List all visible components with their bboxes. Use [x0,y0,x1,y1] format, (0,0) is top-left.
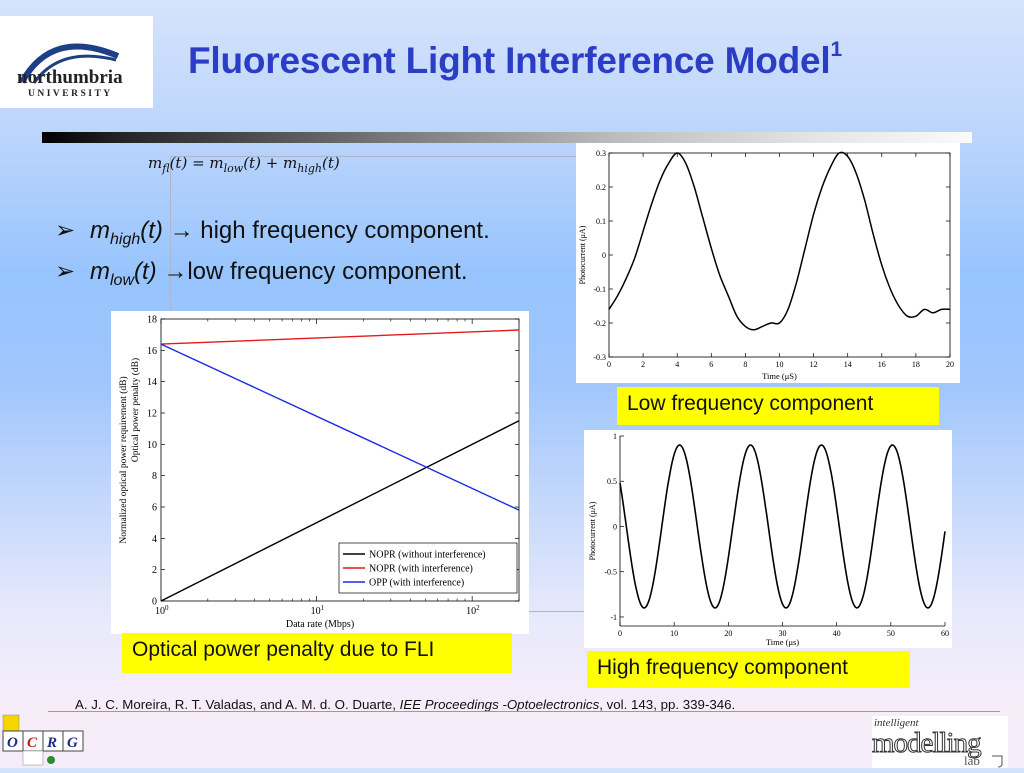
legend-label-2: OPP (with interference) [369,578,464,589]
penalty-chart: 0 2 4 6 8 10 12 14 16 18 100 101 102 Data rate (Mbps)… [118,315,520,630]
arrow-icon: → [169,217,194,244]
title-rule [42,132,972,143]
low-freq-chart: 0.30.20.10-0.1-0.2-0.30 2 4 6 8 10 12 14 16 18 20T… [578,149,954,381]
x-tick-label: 10 [776,360,784,369]
high-freq-signal-line [619,444,946,609]
x-tick-label: 6 [709,360,713,369]
x-tick-label: 40 [833,629,841,638]
bullet-low: ➢ mlow(t) →low frequency component. [55,258,468,289]
logo-sub: UNIVERSITY [28,89,113,99]
y-tick-label: 16 [147,346,157,357]
y-tick-label: 18 [147,315,157,326]
low-freq-caption: Low frequency component [617,387,939,425]
penalty-chart-panel: 0 2 4 6 8 10 12 14 16 18 100 101 102 Data rate (Mbps)… [111,311,529,634]
x-tick-label: 20 [724,629,732,638]
x-tick-label: 50 [887,629,895,638]
svg-text:modelling: modelling [872,727,981,759]
y-tick-label: 2 [152,565,157,576]
svg-text:G: G [67,735,78,751]
y-tick-label: -0.1 [593,285,606,294]
guide-line [170,156,171,311]
x-tick-label: 10 [670,629,678,638]
title-text: Fluorescent Light Interference Model [188,40,831,81]
y-tick-label: 8 [152,471,157,482]
y-tick-label: -0.2 [593,319,606,328]
y-tick-label: 0 [602,251,606,260]
legend-label-0: NOPR (without interference) [369,550,486,561]
x-axis-label: Data rate (Mbps) [286,619,354,630]
x-tick-label: 60 [941,629,949,638]
x-axis-label: Time (μs) [766,637,799,647]
guide-line [520,611,584,612]
y-tick-label: 0.2 [596,183,606,192]
y-tick-label: 4 [152,534,157,545]
y-tick-label: 1 [613,432,617,441]
x-tick-label: 18 [912,360,920,369]
intelligent-modelling-lab-logo: intelligent modelling lab [872,716,1008,768]
series-line-0 [160,420,520,602]
x-tick-label: 8 [743,360,747,369]
x-tick-label: 4 [675,360,679,369]
legend-box [338,542,518,594]
y-axis-label: Photocurrent (μA) [578,225,587,284]
y-tick-label: -1 [610,613,617,622]
x-tick-label: 102 [466,604,480,617]
x-tick-label: 30 [779,629,787,638]
y-tick-label: 0 [613,522,617,531]
x-tick-label: 2 [641,360,645,369]
arrow-icon: → [163,258,188,285]
bullet-marker-icon: ➢ [55,258,76,285]
x-tick-label: 14 [844,360,852,369]
y-tick-label: 0.5 [607,477,617,486]
y-tick-label: 0.1 [596,217,606,226]
high-freq-caption: High frequency component [587,651,910,688]
y-tick-label: 0 [152,597,157,608]
low-freq-chart-panel: 0.3 0.2 0.1 0 -0.1 -0.2 -0.3 0 2 4 6 8 10 12 14 16 18 20 T… [576,143,960,383]
x-tick-label: 0 [607,360,611,369]
svg-text:R: R [46,735,57,751]
y-tick-label: 6 [152,503,157,514]
bullet-marker-icon: ➢ [55,217,76,244]
logo-name: northumbria [17,67,123,88]
x-tick-label: 101 [311,604,325,617]
y-axis-label: Normalized optical power requirement (dB… [118,376,129,543]
bullet-high: ➢ mhigh(t) → high frequency component. [55,217,490,248]
y-axis-label: Photocurrent (μA) [588,501,597,560]
ocrg-logo: O C R G [0,712,88,768]
x-tick-label: 16 [878,360,886,369]
y-tick-label: 10 [147,440,157,451]
y-tick-label: 0.3 [596,149,606,158]
high-freq-chart-panel: 1 0.5 0 -0.5 -1 0 10 20 30 40 50 60 Time (μs) Photocu… [584,430,952,648]
svg-text:lab: lab [964,753,980,768]
y-tick-label: 14 [147,377,157,388]
series-line-2 [160,343,520,511]
northumbria-logo: northumbria UNIVERSITY [0,16,153,108]
y-tick-label: -0.3 [593,353,606,362]
x-axis-label: Time (μS) [762,371,797,381]
low-freq-signal-line [608,151,951,331]
x-tick-label: 12 [810,360,818,369]
x-tick-label: 0 [618,629,622,638]
y-axis-label-2: Optical power penalty (dB) [130,358,141,462]
svg-text:intelligent: intelligent [874,717,920,729]
plot-frame [160,318,520,602]
x-tick-label: 20 [946,360,954,369]
svg-text:O: O [7,735,18,751]
guide-line [170,156,580,157]
penalty-caption: Optical power penalty due to FLI [122,633,512,673]
slide-title: Fluorescent Light Interference Model1 [188,38,842,82]
title-footnote: 1 [830,38,842,61]
legend-label-1: NOPR (with interference) [369,564,473,575]
series-line-1 [160,329,520,345]
x-tick-label: 100 [155,604,169,617]
plot-frame [608,152,951,358]
y-tick-label: -0.5 [604,568,617,577]
reference-citation: A. J. C. Moreira, R. T. Valadas, and A. … [75,697,736,712]
footer-rule [48,711,1000,712]
formula: mfl(t) = mlow(t) + mhigh(t) [148,154,340,175]
svg-text:C: C [27,735,38,751]
y-tick-label: 12 [147,409,157,420]
